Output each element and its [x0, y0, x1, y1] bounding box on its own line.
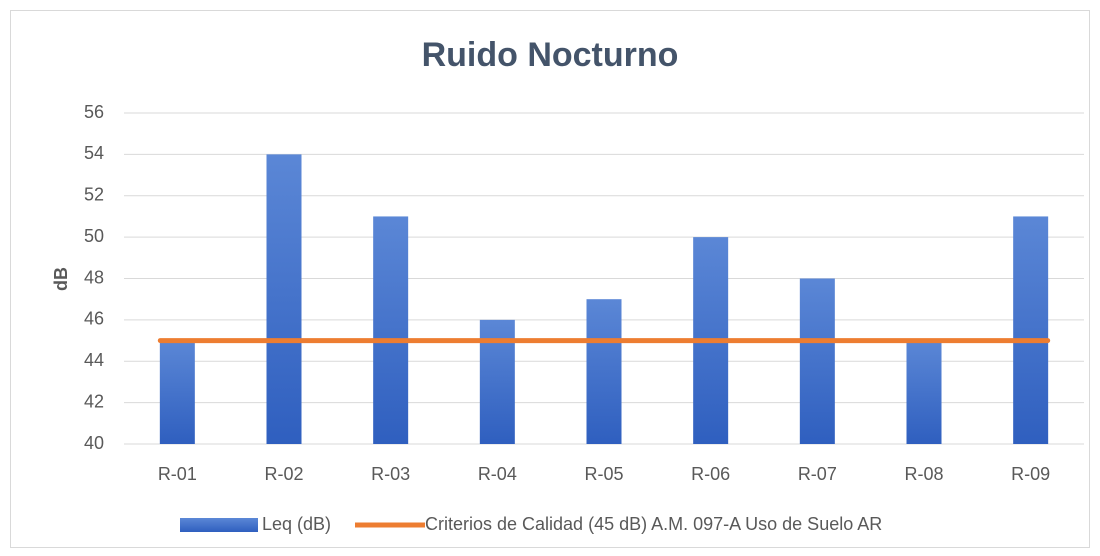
x-tick-label: R-09 — [1011, 464, 1050, 484]
x-tick-label: R-03 — [371, 464, 410, 484]
y-tick-label: 50 — [84, 226, 104, 246]
legend-label: Leq (dB) — [262, 514, 331, 534]
legend-label: Criterios de Calidad (45 dB) A.M. 097-A … — [425, 514, 882, 534]
y-tick-label: 56 — [84, 102, 104, 122]
y-axis-label: dB — [51, 267, 71, 291]
legend-swatch — [180, 518, 258, 532]
bar — [906, 340, 942, 444]
x-tick-label: R-01 — [158, 464, 197, 484]
x-tick-label: R-07 — [798, 464, 837, 484]
y-tick-label: 44 — [84, 350, 104, 370]
bar — [373, 216, 409, 444]
y-tick-label: 52 — [84, 185, 104, 205]
bar — [159, 340, 195, 444]
bar — [799, 278, 835, 444]
bar — [586, 299, 622, 444]
y-tick-label: 40 — [84, 433, 104, 453]
chart-title: Ruido Nocturno — [422, 36, 679, 74]
x-tick-label: R-04 — [478, 464, 517, 484]
bar — [1013, 216, 1049, 444]
y-tick-label: 46 — [84, 309, 104, 329]
x-tick-label: R-06 — [691, 464, 730, 484]
bar — [266, 154, 302, 444]
y-tick-label: 48 — [84, 267, 104, 287]
y-tick-label: 42 — [84, 391, 104, 411]
x-tick-label: R-02 — [264, 464, 303, 484]
x-tick-label: R-08 — [904, 464, 943, 484]
y-tick-label: 54 — [84, 143, 104, 163]
x-tick-label: R-05 — [584, 464, 623, 484]
